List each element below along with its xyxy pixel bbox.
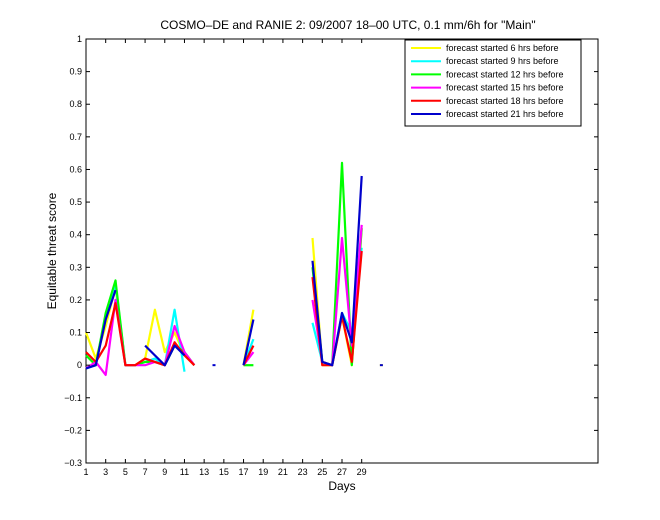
legend-box — [404, 39, 582, 127]
x-tick-label: 5 — [123, 467, 128, 477]
y-tick-label: 0 — [77, 360, 82, 370]
y-tick-label: 0.3 — [69, 262, 82, 272]
series-layer — [84, 161, 383, 376]
legend-label: forecast started 18 hrs before — [446, 96, 564, 106]
y-tick-label: 0.7 — [69, 132, 82, 142]
x-tick-label: 27 — [337, 467, 347, 477]
y-tick-label: −0.2 — [64, 425, 82, 435]
series-segment — [85, 298, 196, 376]
y-tick-label: 0.8 — [69, 99, 82, 109]
x-tick-label: 19 — [258, 467, 268, 477]
series-segment — [85, 289, 117, 370]
y-tick-label: 0.5 — [69, 197, 82, 207]
y-tick-label: 0.1 — [69, 328, 82, 338]
legend-label: forecast started 21 hrs before — [446, 109, 564, 119]
chart-title: COSMO–DE and RANIE 2: 09/2007 18–00 UTC,… — [160, 18, 535, 32]
series-segment — [144, 344, 186, 367]
x-axis-label: Days — [328, 479, 355, 493]
ticks-layer: 1 3 5 7 9 11 13 15 17 19 21 23 25 27 29−0.3−0.2−0.100.… — [64, 34, 598, 477]
series-segment — [242, 319, 255, 366]
y-tick-label: −0.3 — [64, 458, 82, 468]
x-tick-label: 21 — [278, 467, 288, 477]
series-segment — [311, 175, 363, 367]
x-tick-label: 1 — [83, 467, 88, 477]
legend-label: forecast started 6 hrs before — [446, 43, 559, 53]
x-tick-label: 13 — [199, 467, 209, 477]
x-tick-label: 17 — [239, 467, 249, 477]
y-axis-label: Equitable threat score — [45, 192, 59, 309]
legend-label: forecast started 12 hrs before — [446, 69, 564, 79]
y-tick-label: −0.1 — [64, 393, 82, 403]
x-tick-label: 25 — [317, 467, 327, 477]
legend-label: forecast started 15 hrs before — [446, 83, 564, 93]
x-tick-label: 3 — [103, 467, 108, 477]
x-tick-label: 15 — [219, 467, 229, 477]
x-tick-label: 29 — [357, 467, 367, 477]
legend: forecast started 6 hrs before forecast st… — [404, 39, 582, 127]
series-line — [85, 175, 383, 370]
y-tick-label: 0.4 — [69, 230, 82, 240]
legend-label: forecast started 9 hrs before — [446, 56, 559, 66]
y-tick-label: 0.2 — [69, 295, 82, 305]
x-tick-label: 23 — [298, 467, 308, 477]
x-tick-label: 11 — [180, 467, 189, 477]
y-tick-label: 0.6 — [69, 164, 82, 174]
y-tick-label: 1 — [77, 34, 82, 44]
legend-entries: forecast started 6 hrs before forecast st… — [411, 43, 564, 119]
x-tick-label: 9 — [162, 467, 167, 477]
series-segment — [85, 302, 196, 367]
y-tick-label: 0.9 — [69, 67, 82, 77]
x-tick-label: 7 — [143, 467, 148, 477]
